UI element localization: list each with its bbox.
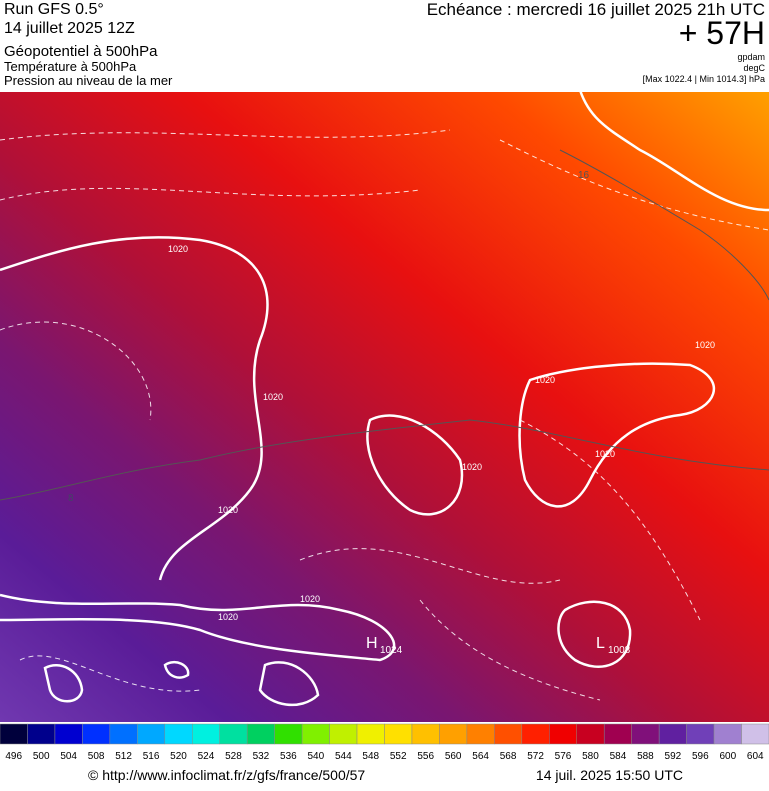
echeance: Echéance : mercredi 16 juillet 2025 21h … xyxy=(427,0,765,19)
legend-swatch xyxy=(466,723,495,745)
field: Géopotentiel à 500hPa xyxy=(4,43,158,60)
legend-swatch xyxy=(521,723,550,745)
unit: gpdam xyxy=(737,52,765,62)
legend-swatch xyxy=(384,723,413,745)
legend-swatch xyxy=(54,723,83,745)
legend-label: 568 xyxy=(500,751,517,762)
timestamp: 14 juil. 2025 15:50 UTC xyxy=(536,767,683,783)
isobar-label: 1020 xyxy=(218,505,238,515)
legend-swatch xyxy=(109,723,138,745)
legend: 496 500 504 508 512 516 520 524 528 532 536 540 544 5… xyxy=(0,723,769,762)
legend-label: 552 xyxy=(390,751,407,762)
isobar-label: 1020 xyxy=(263,392,283,402)
legend-label: 604 xyxy=(747,751,764,762)
legend-swatch xyxy=(494,723,523,745)
legend-label: 592 xyxy=(665,751,682,762)
legend-swatch xyxy=(576,723,605,745)
legend-swatch xyxy=(246,723,275,745)
legend-swatch xyxy=(329,723,358,745)
legend-swatch xyxy=(82,723,111,745)
legend-swatch xyxy=(741,723,769,745)
legend-swatch xyxy=(411,723,440,745)
field: Pression au niveau de la mer xyxy=(4,73,173,88)
legend-swatch xyxy=(192,723,220,745)
legend-swatch xyxy=(713,723,742,745)
legend-swatch xyxy=(274,723,303,745)
legend-swatch xyxy=(219,723,248,745)
legend-label: 496 xyxy=(5,751,22,762)
legend-label: 584 xyxy=(610,751,627,762)
legend-label: 596 xyxy=(692,751,709,762)
isotherm-label: 8 xyxy=(68,493,74,504)
legend-label: 540 xyxy=(307,751,324,762)
run: Run GFS 0.5° xyxy=(4,1,104,18)
legend-label: 536 xyxy=(280,751,297,762)
isobar-label: 1020 xyxy=(695,340,715,350)
isotherm-label: 16 xyxy=(578,170,590,181)
legend-label: 504 xyxy=(60,751,77,762)
legend-label: 576 xyxy=(555,751,572,762)
run-date: 14 juillet 2025 12Z xyxy=(4,20,135,37)
low-value: 1008 xyxy=(608,645,631,656)
legend-label: 580 xyxy=(582,751,599,762)
legend-label: 600 xyxy=(719,751,736,762)
legend-swatch xyxy=(686,723,715,745)
legend-label: 520 xyxy=(170,751,187,762)
high-value: 1024 xyxy=(380,645,403,656)
isobar-label: 1020 xyxy=(168,244,188,254)
map-field xyxy=(0,92,769,722)
low-symbol: L xyxy=(596,635,605,652)
legend-label: 588 xyxy=(637,751,654,762)
high-symbol: H xyxy=(366,635,378,652)
source-url: © http://www.infoclimat.fr/z/gfs/france/… xyxy=(88,767,365,783)
unit: degC xyxy=(743,63,765,73)
legend-label: 500 xyxy=(33,751,50,762)
legend-swatch xyxy=(658,723,687,745)
legend-swatch xyxy=(137,723,166,745)
legend-label: 512 xyxy=(115,751,132,762)
legend-label: 544 xyxy=(335,751,352,762)
legend-label: 508 xyxy=(88,751,105,762)
legend-swatch xyxy=(603,723,632,745)
isobar-label: 1020 xyxy=(218,612,238,622)
legend-swatch xyxy=(27,723,56,745)
isobar-label: 1020 xyxy=(595,449,615,459)
legend-swatch xyxy=(549,723,577,745)
legend-swatch xyxy=(356,723,385,745)
isobar-label: 1020 xyxy=(462,462,482,472)
legend-label: 556 xyxy=(417,751,434,762)
legend-swatch xyxy=(439,723,468,745)
isobar-label: 1020 xyxy=(300,594,320,604)
legend-label: 564 xyxy=(472,751,489,762)
legend-label: 548 xyxy=(362,751,379,762)
map: 1020 1020 1020 1020 1020 1020 1020 1020 … xyxy=(0,89,769,722)
legend-label: 528 xyxy=(225,751,242,762)
isobar-label: 1020 xyxy=(535,375,555,385)
legend-label: 560 xyxy=(445,751,462,762)
legend-swatch xyxy=(0,723,28,745)
legend-label: 572 xyxy=(527,751,544,762)
horizon: + 57H xyxy=(679,15,765,51)
field: Température à 500hPa xyxy=(4,59,137,74)
legend-label: 524 xyxy=(198,751,215,762)
legend-swatch xyxy=(164,723,193,745)
legend-swatch xyxy=(301,723,330,745)
range: [Max 1022.4 | Min 1014.3] hPa xyxy=(643,74,765,84)
legend-label: 516 xyxy=(143,751,160,762)
legend-label: 532 xyxy=(253,751,270,762)
legend-swatch xyxy=(631,723,660,745)
